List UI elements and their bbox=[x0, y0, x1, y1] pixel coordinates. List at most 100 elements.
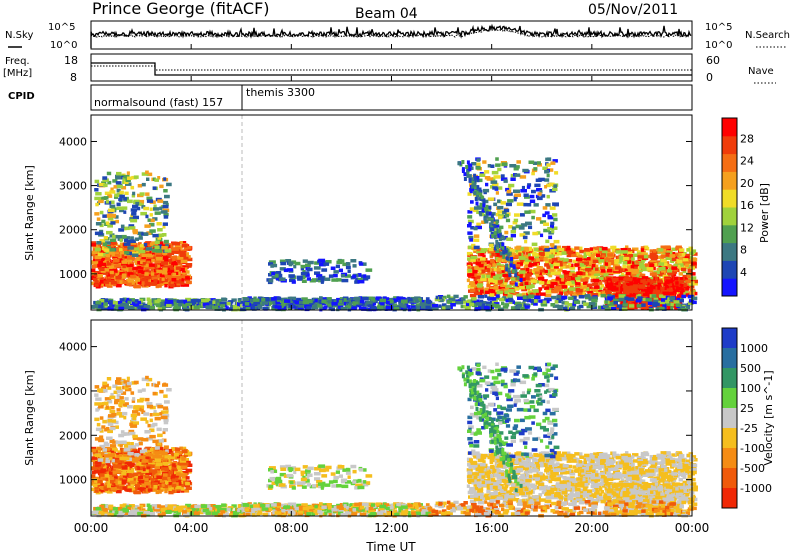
power-cell bbox=[162, 222, 168, 226]
power-cell bbox=[146, 260, 151, 265]
power-cell bbox=[645, 295, 650, 299]
power-cell bbox=[539, 256, 544, 260]
power-cell bbox=[198, 304, 204, 309]
power-cell bbox=[471, 187, 474, 192]
power-cell bbox=[523, 193, 529, 197]
power-cell bbox=[149, 305, 156, 310]
power-cell bbox=[691, 282, 698, 286]
velocity-cell bbox=[181, 475, 188, 479]
power-cell bbox=[100, 197, 104, 201]
power-cell bbox=[111, 269, 118, 273]
power-cell bbox=[637, 255, 644, 259]
power-cell bbox=[566, 245, 571, 250]
power-cell bbox=[513, 189, 520, 193]
power-cell bbox=[655, 260, 660, 264]
power-cell bbox=[525, 221, 532, 226]
power-cell bbox=[161, 261, 168, 265]
power-cell bbox=[542, 300, 547, 304]
power-cell bbox=[492, 177, 496, 181]
power-cell bbox=[118, 228, 125, 232]
colorbar-swatch bbox=[722, 260, 737, 279]
power-cell bbox=[185, 263, 193, 267]
power-cell bbox=[591, 298, 598, 303]
power-cell bbox=[525, 276, 530, 280]
power-cell bbox=[670, 306, 674, 310]
power-cell bbox=[123, 305, 130, 309]
power-cell bbox=[274, 305, 282, 309]
power-cell bbox=[130, 214, 134, 218]
power-cell bbox=[617, 276, 624, 281]
power-cell bbox=[153, 263, 158, 268]
power-cell bbox=[145, 241, 152, 245]
power-cell bbox=[375, 296, 382, 300]
power-cell bbox=[137, 231, 144, 236]
colorbar-swatch bbox=[722, 153, 737, 172]
power-cell bbox=[104, 191, 112, 196]
power-cell bbox=[603, 273, 609, 277]
power-cell bbox=[642, 255, 649, 259]
power-cell bbox=[285, 259, 292, 263]
power-cell bbox=[122, 303, 129, 307]
power-cell bbox=[132, 211, 137, 215]
power-cell bbox=[576, 271, 583, 275]
power-cell bbox=[332, 273, 338, 278]
power-cell bbox=[501, 245, 505, 250]
power-cell bbox=[626, 263, 631, 268]
power-cell bbox=[683, 282, 687, 287]
power-cell bbox=[293, 264, 297, 269]
power-cell bbox=[555, 276, 563, 280]
velocity-cell bbox=[134, 479, 139, 483]
power-cell bbox=[159, 206, 163, 210]
power-cell bbox=[664, 266, 669, 270]
power-cell bbox=[536, 258, 541, 262]
power-cell bbox=[360, 274, 365, 278]
power-cell bbox=[493, 302, 500, 306]
power-cell bbox=[553, 265, 559, 269]
power-cell bbox=[102, 176, 108, 180]
power-cell bbox=[498, 285, 506, 290]
power-cell bbox=[368, 303, 373, 307]
power-cell bbox=[495, 243, 499, 248]
nave-tick-high: 60 bbox=[706, 54, 720, 67]
power-cell bbox=[105, 200, 109, 204]
power-cell bbox=[94, 179, 100, 184]
power-cell bbox=[667, 306, 673, 311]
power-cell bbox=[152, 186, 157, 190]
power-cell bbox=[652, 255, 658, 259]
power-cell bbox=[568, 290, 574, 295]
power-cell bbox=[172, 257, 176, 261]
power-cell bbox=[141, 253, 149, 258]
power-cell bbox=[679, 283, 684, 288]
power-cell bbox=[503, 258, 510, 263]
power-cell bbox=[579, 285, 585, 289]
power-cell bbox=[482, 198, 486, 203]
power-cell bbox=[164, 194, 170, 199]
power-cell bbox=[137, 184, 143, 188]
power-cell bbox=[92, 277, 98, 282]
power-cell bbox=[593, 252, 599, 256]
power-cell bbox=[417, 297, 422, 302]
power-cell bbox=[146, 231, 152, 235]
power-cell bbox=[476, 275, 481, 280]
power-cell bbox=[493, 202, 498, 207]
power-cell bbox=[116, 303, 120, 307]
power-cell bbox=[122, 280, 127, 284]
power-cell bbox=[597, 305, 602, 310]
power-cell bbox=[648, 279, 654, 283]
power-cell bbox=[505, 298, 509, 303]
power-cell bbox=[154, 178, 159, 182]
power-cell bbox=[491, 300, 498, 304]
power-cell bbox=[350, 259, 357, 263]
power-cell bbox=[105, 260, 109, 265]
power-cell bbox=[302, 300, 310, 305]
power-cell bbox=[108, 251, 113, 255]
power-cell bbox=[163, 215, 169, 219]
power-cell bbox=[528, 283, 534, 287]
power-cell bbox=[665, 284, 670, 289]
power-cell bbox=[116, 206, 123, 210]
power-cell bbox=[649, 255, 655, 259]
power-cell bbox=[485, 290, 490, 295]
power-cell bbox=[533, 262, 538, 266]
power-cell bbox=[96, 250, 102, 254]
power-cell bbox=[643, 293, 650, 297]
